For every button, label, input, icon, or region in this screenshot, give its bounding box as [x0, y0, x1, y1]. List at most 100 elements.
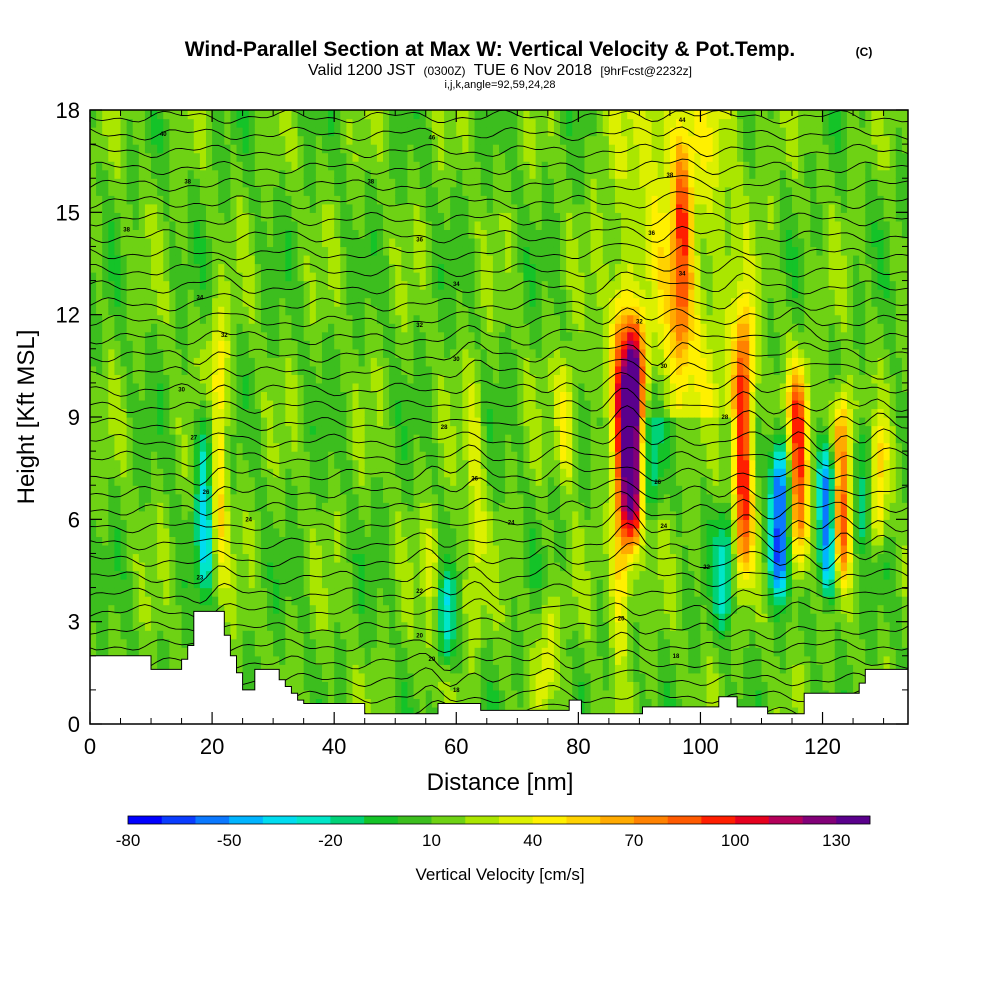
field-cell [285, 323, 293, 333]
field-cell [499, 399, 506, 410]
field-cell [96, 519, 103, 529]
field-cell [132, 391, 140, 401]
field-cell [248, 544, 256, 555]
field-cell [267, 536, 274, 546]
field-cell [273, 263, 280, 273]
field-cell [224, 382, 231, 393]
field-cell [505, 237, 512, 248]
field-cell [260, 340, 268, 350]
field-cell [138, 203, 146, 213]
field-cell [205, 195, 213, 205]
field-cell [395, 399, 402, 410]
field-cell [175, 442, 183, 452]
field-cell [505, 493, 512, 503]
field-cell [303, 144, 311, 154]
field-cell [163, 169, 170, 179]
field-cell [419, 655, 427, 665]
field-cell [151, 664, 158, 674]
field-cell [444, 689, 451, 700]
field-cell [413, 434, 421, 444]
field-cell [444, 493, 451, 503]
field-cell [291, 459, 299, 469]
field-cell [126, 229, 134, 239]
field-cell [193, 596, 201, 606]
field-cell [480, 561, 488, 572]
field-cell [138, 110, 146, 120]
field-cell [425, 229, 433, 239]
field-cell [450, 118, 457, 128]
field-cell [462, 553, 470, 563]
field-cell [96, 485, 103, 495]
field-cell [352, 110, 360, 120]
field-cell [395, 706, 402, 717]
field-cell [505, 331, 512, 341]
field-cell [248, 365, 256, 375]
field-cell [151, 118, 158, 128]
field-cell [346, 212, 354, 222]
field-cell [492, 459, 500, 469]
field-cell [358, 544, 366, 555]
field-cell [437, 493, 445, 503]
field-cell [260, 536, 268, 546]
field-cell [193, 510, 201, 520]
field-cell [212, 579, 219, 589]
field-cell [303, 519, 311, 529]
field-cell [175, 561, 183, 572]
field-cell [492, 570, 500, 580]
field-cell [242, 289, 250, 299]
field-cell [303, 468, 311, 478]
field-cell [376, 169, 384, 179]
field-cell [273, 459, 280, 469]
field-cell [291, 527, 299, 537]
field-cell [321, 647, 329, 657]
field-cell [181, 536, 189, 546]
field-cell [273, 638, 280, 648]
field-cell [212, 186, 219, 196]
field-cell [144, 357, 152, 367]
field-cell [456, 348, 463, 358]
field-cell [456, 220, 463, 230]
field-cell [413, 527, 421, 537]
field-cell [187, 152, 195, 162]
field-cell [395, 553, 402, 563]
field-cell [376, 229, 384, 239]
field-cell [352, 306, 360, 316]
field-cell [138, 297, 146, 307]
field-cell [132, 289, 140, 299]
field-cell [462, 186, 470, 196]
field-cell [389, 544, 396, 555]
field-cell [114, 127, 122, 137]
field-cell [462, 613, 470, 623]
field-cell [205, 229, 213, 239]
field-cell [114, 220, 122, 230]
field-cell [175, 596, 183, 606]
field-cell [352, 144, 360, 154]
field-cell [193, 169, 201, 179]
field-cell [456, 613, 463, 623]
field-cell [273, 451, 280, 461]
field-cell [248, 340, 256, 350]
field-cell [486, 459, 494, 469]
field-cell [212, 442, 219, 452]
field-cell [437, 698, 445, 708]
field-cell [163, 127, 170, 137]
field-cell [224, 493, 231, 503]
field-cell [456, 451, 463, 461]
field-cell [236, 630, 244, 640]
field-cell [505, 689, 512, 700]
field-cell [444, 203, 451, 213]
field-cell [474, 212, 482, 222]
field-cell [187, 519, 195, 529]
field-cell [96, 246, 103, 256]
field-cell [480, 169, 488, 179]
field-cell [505, 485, 512, 495]
field-cell [431, 144, 439, 154]
field-cell [505, 502, 512, 512]
field-cell [413, 655, 421, 665]
field-cell [114, 340, 122, 350]
field-cell [291, 118, 299, 128]
field-cell [444, 408, 451, 418]
field-cell [96, 647, 103, 657]
field-cell [468, 408, 476, 418]
field-cell [383, 561, 390, 572]
